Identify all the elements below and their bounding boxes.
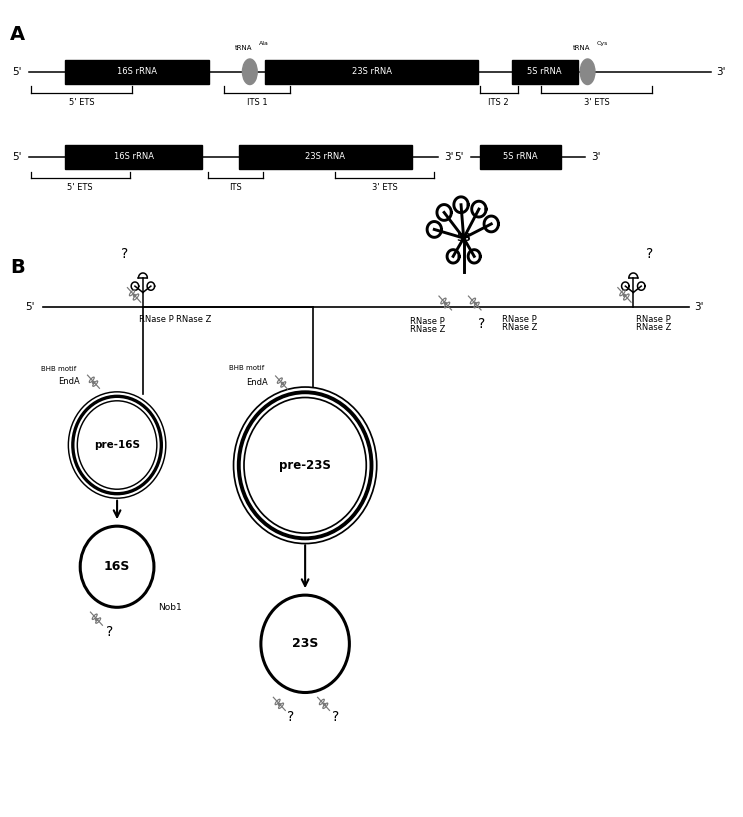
Text: ?: ?: [478, 317, 486, 331]
Text: 5': 5': [25, 302, 34, 312]
Text: ?: ?: [106, 625, 114, 639]
Text: 5S rRNA: 5S rRNA: [503, 153, 538, 162]
Text: 5': 5': [454, 152, 464, 162]
Text: tRNA: tRNA: [236, 45, 253, 51]
Text: pre-16S: pre-16S: [94, 440, 140, 450]
Text: RNase Z: RNase Z: [635, 324, 671, 333]
Text: EndA: EndA: [59, 377, 80, 386]
Text: 3': 3': [695, 302, 704, 312]
Text: A: A: [10, 25, 25, 43]
Text: BHB motif: BHB motif: [230, 365, 265, 371]
Text: ?: ?: [646, 247, 653, 261]
Text: 3': 3': [444, 152, 453, 162]
FancyBboxPatch shape: [265, 60, 478, 84]
Text: RNase P: RNase P: [502, 315, 536, 324]
Text: 23S: 23S: [292, 637, 318, 650]
Text: ITS: ITS: [229, 183, 241, 192]
FancyBboxPatch shape: [480, 145, 561, 169]
Text: Nob1: Nob1: [158, 603, 181, 612]
FancyBboxPatch shape: [65, 145, 202, 169]
Text: 5' ETS: 5' ETS: [68, 183, 93, 192]
Text: 5' ETS: 5' ETS: [68, 98, 94, 107]
Text: ITS 1: ITS 1: [247, 98, 267, 107]
Text: Cys: Cys: [597, 41, 608, 47]
Text: tRNA: tRNA: [573, 45, 591, 51]
Text: 3': 3': [591, 152, 601, 162]
Ellipse shape: [580, 59, 595, 84]
Text: B: B: [10, 258, 25, 278]
Text: ?: ?: [332, 710, 340, 725]
Text: ITS 2: ITS 2: [488, 98, 509, 107]
Text: 16S: 16S: [104, 560, 130, 574]
Text: BHB motif: BHB motif: [42, 366, 77, 372]
Text: 5': 5': [12, 67, 22, 77]
Text: 16S rRNA: 16S rRNA: [117, 67, 158, 76]
Text: RNase Z: RNase Z: [410, 325, 445, 334]
FancyBboxPatch shape: [512, 60, 578, 84]
Text: RNase Z: RNase Z: [502, 324, 537, 333]
Ellipse shape: [242, 59, 257, 84]
Text: RNase P: RNase P: [139, 315, 174, 324]
Text: 5': 5': [12, 152, 22, 162]
Text: 3' ETS: 3' ETS: [372, 183, 398, 192]
Text: ?: ?: [287, 710, 294, 725]
Text: ?: ?: [121, 247, 128, 261]
Text: pre-23S: pre-23S: [279, 459, 331, 471]
Text: EndA: EndA: [247, 378, 268, 387]
Text: 3' ETS: 3' ETS: [583, 98, 609, 107]
Text: RNase P: RNase P: [635, 315, 670, 324]
Text: RNase P: RNase P: [410, 317, 445, 326]
Text: 23S rRNA: 23S rRNA: [305, 153, 345, 162]
Text: 5S: 5S: [456, 233, 471, 243]
FancyBboxPatch shape: [65, 60, 210, 84]
FancyBboxPatch shape: [239, 145, 412, 169]
Text: 23S rRNA: 23S rRNA: [351, 67, 392, 76]
Text: 5S rRNA: 5S rRNA: [528, 67, 562, 76]
Text: Ala: Ala: [259, 41, 268, 47]
Text: RNase Z: RNase Z: [176, 315, 212, 324]
Text: 16S rRNA: 16S rRNA: [114, 153, 154, 162]
Text: 3': 3': [717, 67, 726, 77]
